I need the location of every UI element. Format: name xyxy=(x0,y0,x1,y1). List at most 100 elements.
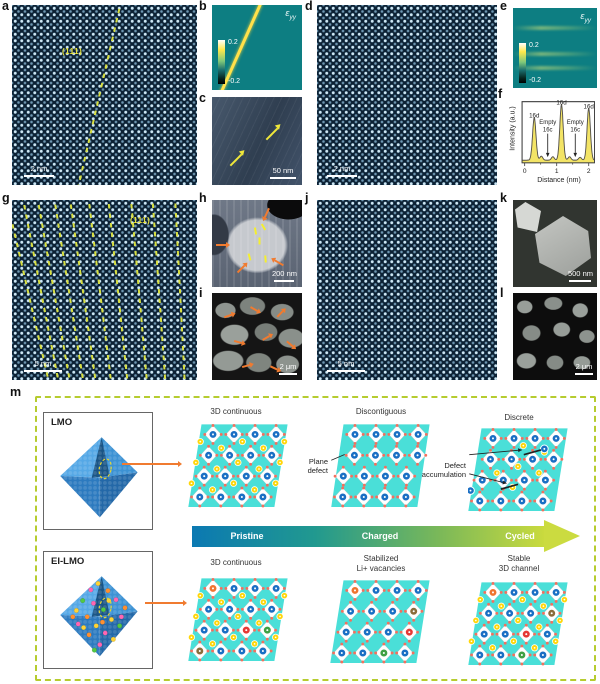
orange-arrow-icon xyxy=(145,600,187,606)
svg-text:0: 0 xyxy=(523,168,527,175)
panel-m-border xyxy=(35,396,596,681)
panel-k-label: k xyxy=(500,191,507,205)
lattice-title-ei-3d-continuous: 3D continuous xyxy=(210,558,262,567)
svg-text:16c: 16c xyxy=(543,127,553,133)
scalebar-text: 2 nm xyxy=(333,164,351,174)
eilmo-label: EI-LMO xyxy=(51,556,85,567)
panel-f-chart: Intensity (a.u.) 0 1 2 16d 16d 16d Empty 16c Emp… xyxy=(502,95,600,195)
orange-arrow-icon xyxy=(223,313,233,319)
lattice-title-stabilized: Stabilized Li+ vacancies xyxy=(356,554,406,574)
svg-text:16d: 16d xyxy=(529,113,540,120)
orange-arrow-icon xyxy=(269,365,279,371)
stage-charged: Charged xyxy=(361,531,399,541)
panel-a-scalebar: 2 nm xyxy=(24,164,54,177)
panel-d-label: d xyxy=(305,0,313,13)
panel-i-label: i xyxy=(199,286,203,300)
yellow-arrow-icon xyxy=(229,153,243,167)
epsilon-yy-label: εyy xyxy=(580,11,591,24)
panel-h-label: h xyxy=(199,191,207,205)
defect-accumulation-annotation: Defect accumulation xyxy=(421,461,466,479)
annotation-marks-group xyxy=(212,200,302,287)
strain-streak-icon xyxy=(513,65,597,70)
strain-line-icon xyxy=(218,5,263,90)
scalebar-text: 2 μm xyxy=(279,362,297,372)
scalebar-text: 2 μm xyxy=(575,362,593,372)
panel-b-label: b xyxy=(199,0,207,13)
defect-dashed-line-icon xyxy=(173,200,186,380)
scalebar-bar xyxy=(270,177,296,179)
yellow-mark-icon xyxy=(260,223,267,231)
scalebar-text: 500 nm xyxy=(567,269,593,279)
svg-text:2: 2 xyxy=(587,168,591,175)
panel-e-colorbar: 0.2 -0.2 xyxy=(519,42,541,84)
colorbar-gradient xyxy=(218,40,225,84)
colorbar-min: -0.2 xyxy=(529,77,542,84)
panel-i-micrograph: 2 μm xyxy=(212,293,302,380)
panel-k-micrograph: 500 nm xyxy=(513,200,597,287)
lattice-pristine xyxy=(188,424,288,508)
stage-pristine: Pristine xyxy=(230,531,264,541)
stage-cycled: Cycled xyxy=(505,531,535,541)
scalebar-bar xyxy=(279,373,297,375)
strain-streak-icon xyxy=(513,25,597,30)
orange-arrow-icon xyxy=(250,306,258,312)
colorbar-gradient xyxy=(519,43,526,83)
particle-shape xyxy=(515,202,541,232)
scalebar-bar xyxy=(327,175,357,177)
orange-arrow-icon xyxy=(241,363,251,368)
defect-line-group xyxy=(12,200,197,380)
orange-arrow-icon xyxy=(262,335,270,341)
scalebar-text: 200 nm xyxy=(271,269,297,279)
orange-arrow-icon xyxy=(216,242,230,248)
panel-c-micrograph: 50 nm xyxy=(212,97,302,185)
plane-111-label: (111) xyxy=(62,47,83,56)
svg-text:16d: 16d xyxy=(556,99,567,106)
plane-111-label: (111) xyxy=(130,216,151,225)
colorbar-max: 0.2 xyxy=(529,42,539,49)
panel-a-label: a xyxy=(2,0,9,13)
panel-e-label: e xyxy=(500,0,507,13)
scalebar-bar xyxy=(569,280,592,282)
panel-g-label: g xyxy=(2,191,10,205)
lattice-discontiguous xyxy=(331,424,430,508)
yellow-arrow-icon xyxy=(265,127,279,141)
panel-b-colorbar: 0.2 -0.2 xyxy=(218,39,240,85)
panel-h-micrograph: 200 nm xyxy=(212,200,302,287)
scalebar-text: 2 nm xyxy=(30,164,48,174)
yellow-mark-icon xyxy=(264,255,267,263)
lattice-title-discontiguous: Discontiguous xyxy=(355,407,407,416)
defect-dashed-line-icon xyxy=(52,200,85,380)
lmo-label: LMO xyxy=(51,417,73,428)
lattice-title-stable-3d-channel: Stable 3D channel xyxy=(498,554,540,574)
orange-arrow-icon xyxy=(274,259,284,267)
orange-arrow-icon xyxy=(286,340,294,348)
eilmo-model-box: EI-LMO xyxy=(43,551,153,669)
orange-arrow-icon xyxy=(236,264,246,274)
panel-j-label: j xyxy=(305,191,309,205)
lattice-title-3d-continuous: 3D continuous xyxy=(210,407,262,416)
panel-c-scalebar: 50 nm xyxy=(270,166,296,179)
scalebar-bar xyxy=(575,373,593,375)
orange-arrow-icon xyxy=(233,339,243,344)
scalebar-bar xyxy=(24,370,62,372)
panel-h-scalebar: 200 nm xyxy=(271,269,297,282)
lattice-stable xyxy=(468,582,568,666)
svg-text:Empty: Empty xyxy=(567,120,584,126)
scalebar-bar xyxy=(274,280,295,282)
defect-dashed-line-icon xyxy=(68,200,98,380)
yellow-mark-icon xyxy=(247,253,252,261)
lattice-stabilized xyxy=(330,580,430,664)
eilmo-octahedron-model xyxy=(60,576,138,657)
yellow-mark-icon xyxy=(258,237,261,245)
stage-arrow-head xyxy=(544,520,580,552)
lattice-ei-pristine xyxy=(188,578,288,662)
orange-arrow-icon xyxy=(122,461,182,467)
panel-c-label: c xyxy=(199,91,206,105)
stage-arrow-body xyxy=(192,526,544,547)
svg-text:Empty: Empty xyxy=(539,120,556,126)
panel-k-scalebar: 500 nm xyxy=(567,269,593,282)
lattice-title-discrete: Discrete xyxy=(504,413,534,422)
panel-m-label: m xyxy=(10,385,22,399)
